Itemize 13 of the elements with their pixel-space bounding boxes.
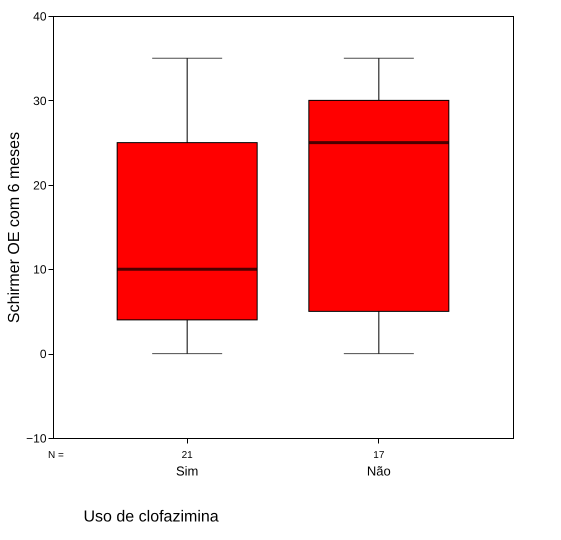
x-axis-title: Uso de clofazimina	[84, 508, 219, 526]
y-tick-label: 20	[33, 178, 47, 192]
y-tick-label: 40	[33, 10, 47, 24]
y-tick-label: 10	[33, 262, 47, 277]
y-tick-label: −10	[26, 432, 47, 446]
text: 21	[182, 450, 194, 461]
x-tick-label: Não	[366, 464, 391, 478]
y-tick-label: 0	[40, 347, 47, 362]
text: N =	[48, 450, 64, 461]
y-axis-title: Schirmer OE com 6 meses	[6, 132, 24, 324]
y-tick-label: 30	[33, 94, 47, 108]
x-tick-label: Sim	[176, 464, 198, 478]
text: 17	[373, 450, 385, 461]
